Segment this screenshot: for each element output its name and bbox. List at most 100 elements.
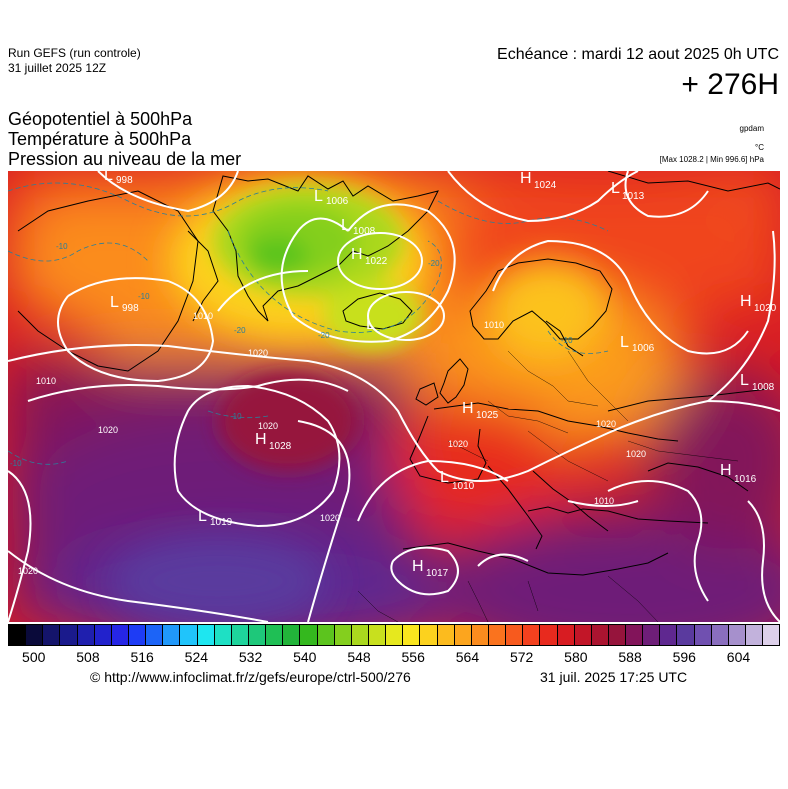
geopotential-field xyxy=(8,171,780,622)
color-scale-swatch xyxy=(43,625,61,645)
svg-text:1006: 1006 xyxy=(326,196,349,207)
svg-text:1010: 1010 xyxy=(452,481,475,492)
color-scale-swatch xyxy=(248,625,267,645)
low-center: L xyxy=(366,316,375,333)
color-scale-swatch xyxy=(591,625,609,645)
isobar-label: 1020 xyxy=(248,348,268,358)
low-center: L 1008 xyxy=(740,372,775,393)
color-scale-swatch xyxy=(557,625,575,645)
color-scale-swatch xyxy=(437,625,455,645)
svg-text:L: L xyxy=(620,334,629,351)
isotherm-label: -10 xyxy=(10,459,22,468)
isobar-label: 1020 xyxy=(258,421,278,431)
color-scale-tick-label: 500 xyxy=(22,649,46,665)
color-scale-ticks: 500 508 516 524 532 540 548 556 564 572 580 588 596 6… xyxy=(8,649,780,667)
isobar-label: 1010 xyxy=(193,311,213,321)
high-center: H 1017 xyxy=(412,558,449,579)
color-scale-swatch xyxy=(317,625,335,645)
isobar-label: 1020 xyxy=(448,439,468,449)
svg-text:L: L xyxy=(611,180,620,197)
svg-text:H: H xyxy=(255,431,267,448)
svg-text:H: H xyxy=(520,171,532,187)
color-scale-swatch xyxy=(403,625,421,645)
weather-map: 1020 1020 1020 1020 1020 1020 1010 1010 … xyxy=(8,171,780,622)
color-scale-swatch xyxy=(26,625,44,645)
color-scale-swatch xyxy=(626,625,644,645)
svg-text:1024: 1024 xyxy=(534,180,557,191)
svg-text:L: L xyxy=(440,469,449,486)
color-scale-swatch xyxy=(180,625,198,645)
color-scale-tick-label: 588 xyxy=(618,649,642,665)
color-scale-tick-label: 564 xyxy=(455,649,480,665)
isobar-label: 1020 xyxy=(626,449,646,459)
color-scale-swatch xyxy=(677,625,695,645)
coastlines xyxy=(17,171,780,576)
svg-text:L: L xyxy=(740,372,749,389)
color-scale-tick-label: 572 xyxy=(509,649,534,665)
high-center: H 1025 xyxy=(462,400,499,421)
isotherm-label: -10 xyxy=(561,336,573,345)
color-scale-swatch xyxy=(711,625,729,645)
svg-text:L: L xyxy=(104,171,113,184)
color-scale-swatch xyxy=(266,625,284,645)
isobar-label: 1010 xyxy=(36,376,56,386)
svg-text:L: L xyxy=(366,316,375,333)
color-scale-swatch xyxy=(231,625,249,645)
isobar-label: 1010 xyxy=(594,496,614,506)
isotherm-label: -20 xyxy=(428,259,440,268)
pressure-centers: L 998 L 1006 L 1008 H 1024 L 1013 H 1020… xyxy=(104,171,777,579)
color-scale-swatch xyxy=(728,625,747,645)
color-scale-swatch xyxy=(163,625,181,645)
forecast-horizon: + 276H xyxy=(681,68,779,101)
copyright-source: © http://www.infoclimat.fr/z/gefs/europe… xyxy=(90,669,411,685)
svg-text:1017: 1017 xyxy=(426,568,449,579)
low-center: L 1019 xyxy=(198,508,233,528)
color-scale-tick-label: 580 xyxy=(564,649,588,665)
color-scale-swatch xyxy=(763,625,780,645)
isobar-label: 1020 xyxy=(18,566,38,576)
color-scale-swatch xyxy=(454,625,472,645)
color-scale-swatch xyxy=(471,625,489,645)
low-center: L 1013 xyxy=(611,180,645,202)
color-scale-swatch xyxy=(746,625,764,645)
svg-text:1020: 1020 xyxy=(754,303,777,314)
color-scale-tick-label: 540 xyxy=(293,649,317,665)
low-center: L 998 xyxy=(104,171,133,186)
title-temperature: Température à 500hPa xyxy=(8,129,192,149)
isobar-label: 1020 xyxy=(320,513,340,523)
color-scale-swatch xyxy=(488,625,507,645)
color-scale-swatch xyxy=(386,625,404,645)
svg-text:998: 998 xyxy=(122,303,139,314)
color-scale-swatch xyxy=(574,625,592,645)
svg-text:H: H xyxy=(351,246,363,263)
unit-gpdam: gpdam xyxy=(739,124,764,133)
low-center: L 1006 xyxy=(314,188,349,207)
color-scale-tick-label: 604 xyxy=(726,649,751,665)
color-scale-swatch xyxy=(197,625,215,645)
color-scale-swatch xyxy=(94,625,112,645)
color-scale-swatch xyxy=(111,625,129,645)
color-scale-swatch xyxy=(608,625,627,645)
isobar-labels: 1020 1020 1020 1020 1020 1020 1010 1010 … xyxy=(18,311,646,576)
color-scale-swatch xyxy=(214,625,232,645)
svg-text:1016: 1016 xyxy=(734,474,757,485)
pressure-max-min: [Max 1028.2 | Min 996.6] hPa xyxy=(659,155,764,164)
svg-text:H: H xyxy=(720,462,732,479)
svg-text:L: L xyxy=(341,217,350,234)
color-scale-tick-label: 532 xyxy=(238,649,263,665)
color-scale-swatch xyxy=(643,625,661,645)
isobars xyxy=(8,171,780,622)
title-geopotential: Géopotentiel à 500hPa xyxy=(8,109,193,129)
color-scale-swatch xyxy=(60,625,78,645)
high-center: H 1016 xyxy=(720,462,757,485)
color-scale-swatch xyxy=(540,625,558,645)
color-scale-swatch xyxy=(506,625,524,645)
color-scale-tick-label: 516 xyxy=(130,649,154,665)
unit-celsius: °C xyxy=(755,143,764,152)
svg-text:1022: 1022 xyxy=(365,256,388,267)
forecast-valid-time: Echéance : mardi 12 aout 2025 0h UTC xyxy=(497,46,779,63)
svg-text:1008: 1008 xyxy=(353,226,376,237)
color-scale-swatch xyxy=(368,625,387,645)
isobar-label: 1010 xyxy=(484,320,504,330)
color-scale-swatch xyxy=(351,625,369,645)
